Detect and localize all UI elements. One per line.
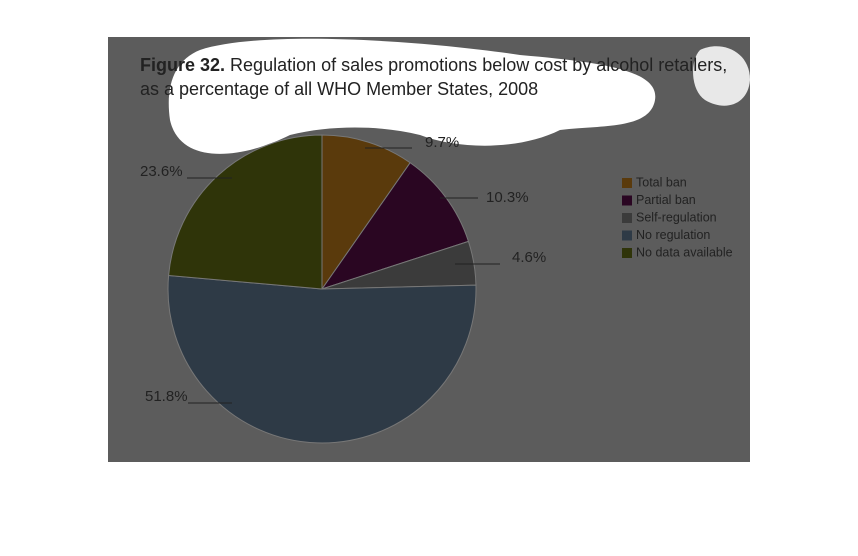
legend-swatch	[622, 248, 632, 258]
pie-slice	[168, 134, 323, 290]
pie-slice	[167, 274, 477, 444]
chart-title-line2: as a percentage of all WHO Member States…	[140, 79, 538, 99]
legend-swatch	[622, 195, 632, 206]
legend-label: Partial ban	[636, 193, 696, 207]
legend-label: Total ban	[636, 175, 687, 189]
legend-swatch	[622, 230, 632, 241]
figure-label: Figure 32.	[140, 55, 225, 75]
chart-title: Figure 32. Regulation of sales promotion…	[140, 55, 727, 75]
data-label: 23.6%	[140, 163, 183, 180]
data-label: 9.7%	[425, 134, 459, 151]
legend-swatch	[622, 178, 632, 188]
overlay-blob	[168, 38, 656, 154]
legend-label: Self-regulation	[636, 210, 717, 224]
legend-label: No data available	[636, 245, 733, 259]
overlay-blob	[693, 46, 750, 106]
legend-swatch	[622, 213, 632, 223]
data-label: 4.6%	[512, 249, 546, 266]
pie-slice	[321, 134, 411, 291]
title-text: Regulation of sales promotions below cos…	[230, 55, 727, 75]
data-label: 51.8%	[145, 388, 188, 405]
data-label: 10.3%	[486, 189, 529, 206]
pie-slice	[320, 162, 470, 290]
legend-label: No regulation	[636, 228, 710, 242]
